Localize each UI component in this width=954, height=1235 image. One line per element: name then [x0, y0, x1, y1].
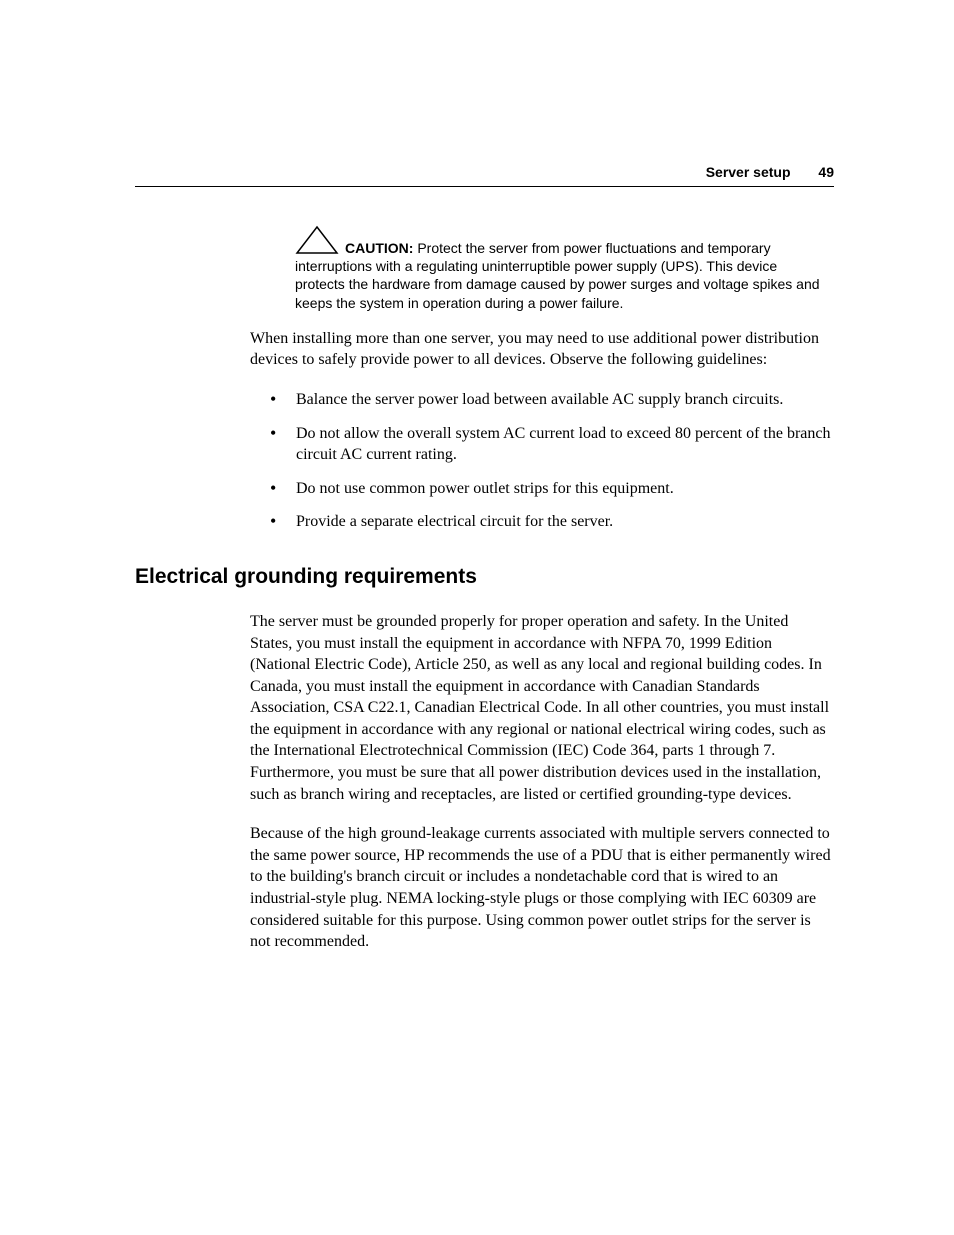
header-title: Server setup: [706, 164, 791, 180]
list-item: Do not use common power outlet strips fo…: [270, 478, 834, 500]
body-paragraph: The server must be grounded properly for…: [250, 611, 834, 805]
body-paragraph: Because of the high ground-leakage curre…: [250, 823, 834, 953]
header-page-number: 49: [818, 164, 834, 180]
guideline-list: Balance the server power load between av…: [270, 389, 834, 533]
intro-paragraph: When installing more than one server, yo…: [250, 328, 834, 371]
list-item: Do not allow the overall system AC curre…: [270, 423, 834, 466]
section-heading: Electrical grounding requirements: [135, 565, 834, 589]
page-content: CAUTION: Protect the server from power f…: [135, 225, 834, 953]
list-item: Provide a separate electrical circuit fo…: [270, 511, 834, 533]
list-item: Balance the server power load between av…: [270, 389, 834, 411]
caution-box: CAUTION: Protect the server from power f…: [295, 225, 824, 312]
page-header: Server setup 49: [135, 164, 834, 187]
caution-triangle-icon: [295, 225, 339, 259]
caution-label: CAUTION:: [345, 240, 413, 256]
